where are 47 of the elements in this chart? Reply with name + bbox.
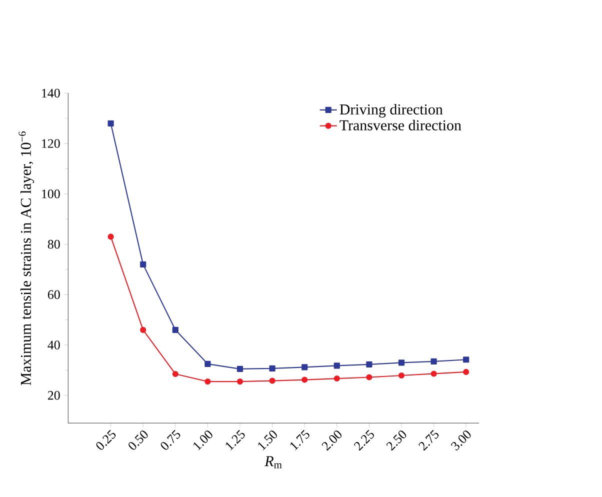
point	[398, 360, 405, 366]
y-tick-label: 120	[42, 139, 60, 148]
x-axis-title: R$_{m}$	[264, 456, 282, 468]
point	[430, 370, 437, 377]
point	[302, 376, 308, 383]
y-tick-label: 20	[48, 391, 60, 400]
x-tick-label: 0.50	[128, 430, 148, 450]
point	[366, 361, 372, 368]
x-tick-label: 2.00	[322, 430, 342, 451]
point	[269, 365, 276, 372]
x-tick-label: 1.50	[258, 430, 277, 450]
x-tick-label: 0.75	[160, 430, 180, 450]
point	[204, 360, 211, 367]
point	[334, 376, 340, 382]
legend-label: Transverse direction	[340, 120, 462, 130]
point	[236, 378, 244, 385]
point	[334, 362, 340, 369]
point	[302, 364, 308, 370]
x-tick-label: 2.25	[354, 430, 374, 451]
x-tick-label: 1.25	[226, 430, 245, 450]
x-tick-label: 0.25	[96, 430, 116, 450]
point	[430, 358, 437, 364]
point	[398, 372, 405, 379]
y-axis-title: Maximum tensile strains in AC layer, 10$^{−6}$	[18, 131, 34, 386]
y-tick-label: 80	[48, 240, 60, 249]
y-tick-label: 100	[42, 190, 60, 198]
point	[236, 366, 244, 372]
y-tick-label: 60	[48, 290, 60, 300]
point	[108, 120, 114, 126]
point	[172, 326, 178, 333]
point	[140, 261, 146, 268]
point	[172, 370, 178, 378]
point	[366, 374, 372, 380]
point	[463, 356, 470, 363]
point	[269, 378, 276, 384]
y-tick-label: 140	[42, 88, 60, 98]
point	[140, 326, 146, 333]
point	[463, 368, 470, 376]
x-tick-label: 1.00	[193, 430, 212, 450]
x-tick-label: 2.50	[386, 430, 406, 451]
x-tick-label: 1.75	[290, 430, 310, 450]
x-tick-label: 3.00	[450, 430, 471, 451]
legend-label: Driving direction	[340, 104, 443, 118]
point	[204, 378, 211, 385]
point	[108, 234, 114, 240]
y-tick-label: 40	[48, 340, 60, 350]
x-tick-label: 2.75	[418, 430, 439, 451]
